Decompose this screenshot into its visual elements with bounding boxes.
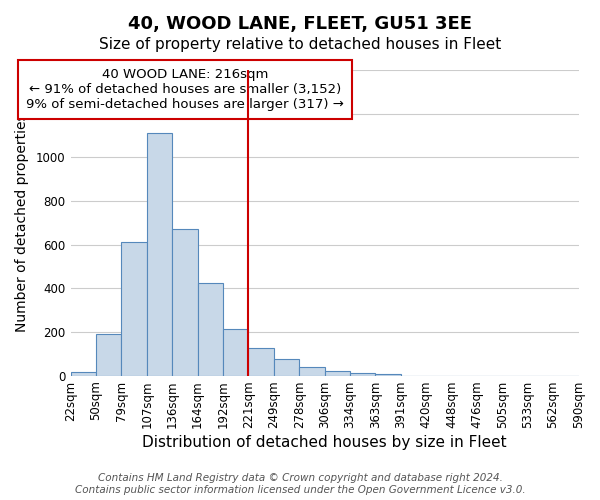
Y-axis label: Number of detached properties: Number of detached properties [15,114,29,332]
Bar [248,348,274,376]
Text: Contains HM Land Registry data © Crown copyright and database right 2024.
Contai: Contains HM Land Registry data © Crown c… [74,474,526,495]
Bar [350,374,376,376]
Text: Size of property relative to detached houses in Fleet: Size of property relative to detached ho… [99,38,501,52]
Bar [96,334,121,376]
Bar [223,328,248,376]
X-axis label: Distribution of detached houses by size in Fleet: Distribution of detached houses by size … [142,435,507,450]
Bar [71,372,96,376]
Bar [121,242,147,376]
Bar [299,368,325,376]
Bar [197,283,223,376]
Text: 40 WOOD LANE: 216sqm
← 91% of detached houses are smaller (3,152)
9% of semi-det: 40 WOOD LANE: 216sqm ← 91% of detached h… [26,68,344,111]
Bar [274,359,299,376]
Text: 40, WOOD LANE, FLEET, GU51 3EE: 40, WOOD LANE, FLEET, GU51 3EE [128,15,472,33]
Bar [147,134,172,376]
Bar [325,371,350,376]
Bar [172,230,197,376]
Bar [376,374,401,376]
